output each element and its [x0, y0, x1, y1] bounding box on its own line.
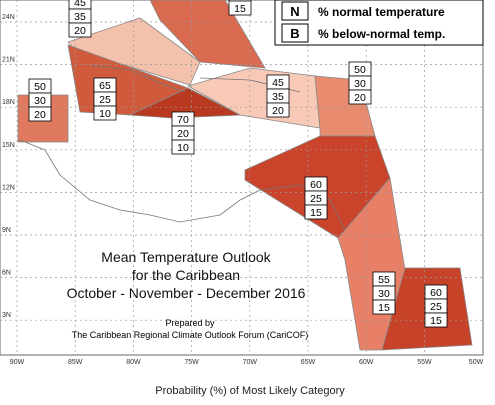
prob-value: 15 — [234, 3, 246, 15]
prob-value: 45 — [272, 77, 284, 89]
prob-value: 50 — [234, 0, 246, 1]
prob-box — [68, 22, 92, 38]
prob-value: 15 — [378, 302, 390, 314]
legend-label: % below-normal temp. — [318, 27, 445, 41]
map-title: October - November - December 2016 — [67, 285, 306, 301]
prob-value: 60 — [310, 179, 322, 191]
prob-value: 35 — [272, 91, 284, 103]
lat-label: 21N — [2, 57, 15, 64]
prob-value: 60 — [430, 287, 442, 299]
legend-key: B — [290, 26, 299, 41]
coastline — [89, 64, 186, 93]
prob-value: 30 — [34, 95, 46, 107]
legend-key-box — [281, 23, 309, 43]
prob-box — [266, 102, 290, 118]
lat-label: 6N — [2, 270, 11, 277]
lat-label: 18N — [2, 99, 15, 106]
lat-label: 15N — [2, 142, 15, 149]
lon-label: 65W — [301, 359, 316, 366]
prob-box — [424, 312, 448, 328]
prob-box — [171, 139, 195, 155]
lon-label: 50W — [469, 359, 484, 366]
lat-label: 12N — [2, 184, 15, 191]
caption: Probability (%) of Most Likely Category — [155, 385, 345, 397]
prob-value: 20 — [74, 25, 86, 37]
lon-label: 80W — [126, 359, 141, 366]
prob-value: 50 — [34, 81, 46, 93]
lon-label: 75W — [184, 359, 199, 366]
legend-label: % normal temperature — [318, 5, 445, 19]
lat-label: 24N — [2, 14, 15, 21]
prob-box — [28, 106, 52, 122]
legend-key-box — [281, 1, 309, 21]
prob-value: 25 — [430, 301, 442, 313]
lon-label: 60W — [359, 359, 374, 366]
prob-value: 20 — [34, 109, 46, 121]
prob-value: 10 — [177, 142, 189, 154]
prob-value: 30 — [354, 78, 366, 90]
lat-label: 3N — [2, 312, 11, 319]
lat-label: 9N — [2, 227, 11, 234]
prob-box — [93, 105, 117, 121]
lon-label: 90W — [10, 359, 25, 366]
prob-value: 70 — [177, 114, 189, 126]
prob-box — [372, 299, 396, 315]
prob-value: 35 — [74, 11, 86, 23]
prob-value: 20 — [272, 105, 284, 117]
legend-key: N — [290, 4, 299, 19]
prob-value: 30 — [378, 288, 390, 300]
prob-value: 20 — [177, 128, 189, 140]
prob-value: 65 — [99, 80, 111, 92]
lon-label: 70W — [243, 359, 258, 366]
prob-value: 45 — [74, 0, 86, 9]
prob-box — [304, 204, 328, 220]
lon-label: 85W — [68, 359, 83, 366]
map-title: for the Caribbean — [132, 267, 240, 283]
legend — [274, 0, 484, 46]
prob-value: 55 — [378, 274, 390, 286]
lon-label: 55W — [417, 359, 432, 366]
prob-value: 25 — [310, 193, 322, 205]
prob-value: 15 — [430, 315, 442, 327]
prob-box — [348, 89, 372, 105]
map-title: Mean Temperature Outlook — [101, 249, 271, 265]
prepared-by: Prepared by — [165, 318, 215, 328]
prob-value: 20 — [354, 92, 366, 104]
region — [149, 0, 266, 69]
prob-value: 50 — [354, 64, 366, 76]
prob-box — [228, 0, 252, 16]
coastline — [19, 139, 346, 231]
prob-value: 25 — [99, 94, 111, 106]
prob-value: 10 — [99, 108, 111, 120]
forum-name: The Caribbean Regional Climate Outlook F… — [72, 330, 309, 340]
prob-value: 15 — [310, 207, 322, 219]
